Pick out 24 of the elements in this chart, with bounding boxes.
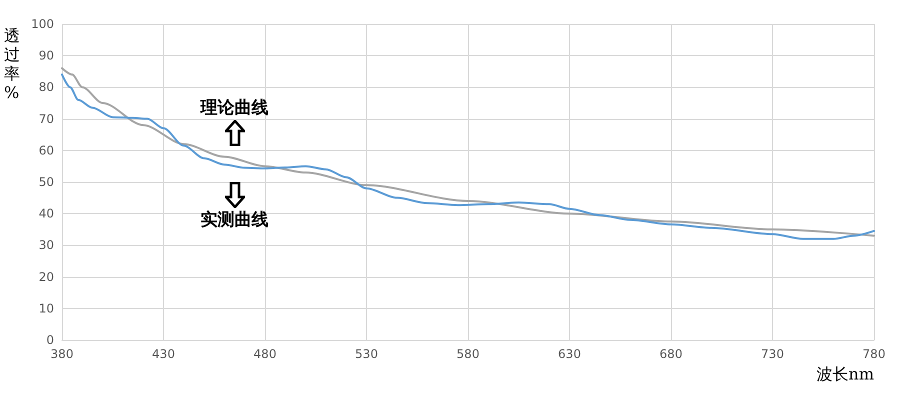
y-tick-label: 80	[38, 80, 54, 94]
y-tick-label: 100	[31, 17, 54, 31]
y-axis-title: 透过率%	[4, 26, 20, 102]
x-tick-label: 430	[152, 347, 175, 361]
x-axis-title: 波长nm	[816, 364, 874, 384]
x-tick-label: 630	[558, 347, 581, 361]
y-tick-label: 90	[38, 48, 54, 63]
y-tick-label: 40	[38, 206, 54, 221]
x-tick-label: 730	[761, 347, 784, 361]
y-tick-label: 50	[38, 175, 54, 189]
x-tick-label: 480	[254, 347, 276, 361]
annotation: 理论曲线	[200, 98, 269, 118]
x-tick-label: 680	[660, 347, 682, 361]
x-tick-label: 780	[862, 347, 886, 361]
annotation: 实测曲线	[200, 210, 269, 230]
y-tick-label: 0	[46, 333, 54, 347]
x-tick-label: 580	[456, 347, 480, 361]
x-tick-label: 530	[355, 347, 378, 361]
x-tick-label: 380	[50, 347, 74, 361]
y-tick-label: 10	[38, 301, 54, 316]
y-tick-label: 20	[38, 270, 54, 284]
y-tick-label: 60	[38, 143, 54, 158]
y-tick-label: 30	[38, 238, 54, 252]
y-tick-label: 70	[38, 112, 54, 126]
